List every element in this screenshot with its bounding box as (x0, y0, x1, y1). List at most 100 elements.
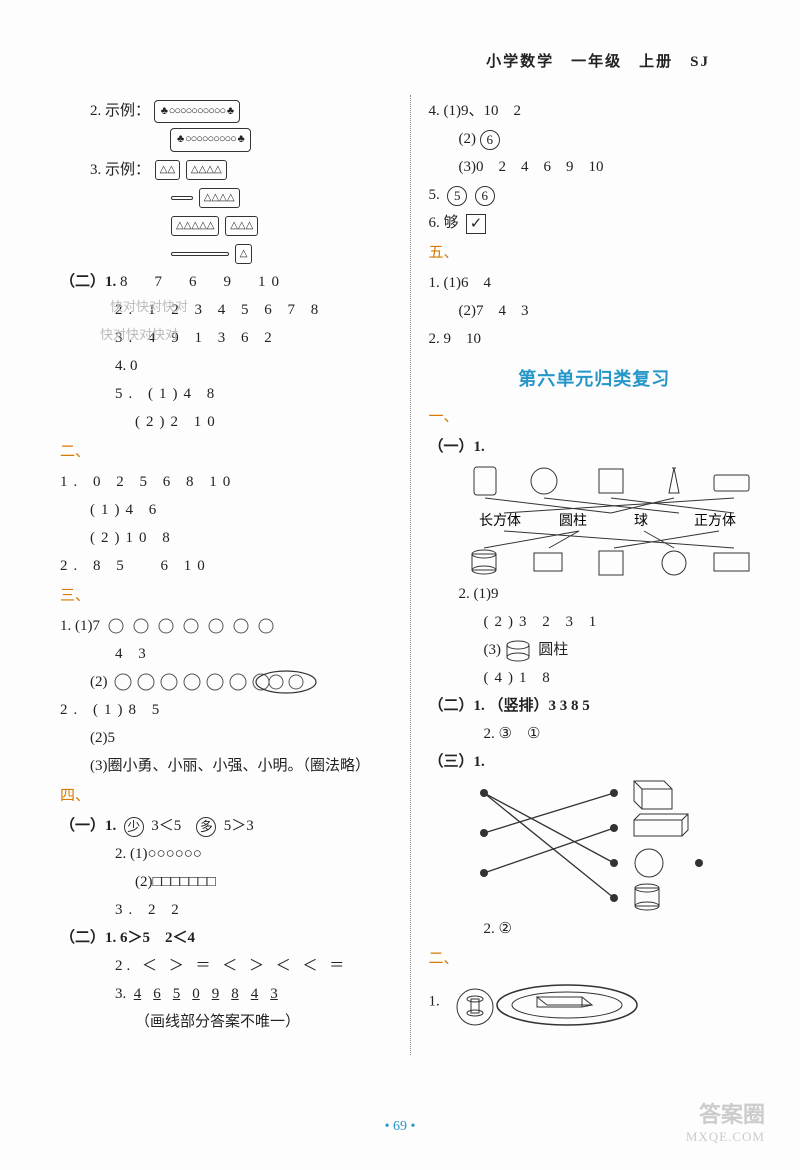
m2r-1: 1. (429, 977, 761, 1027)
q2-example: 2. 示例： ♣ ○○○○○○○○○○ ♣ (60, 99, 400, 123)
underlined-num: 4 (134, 986, 142, 1002)
underlined-num: 4 (251, 986, 259, 1002)
m4-s2-3-prefix: 3. (115, 986, 126, 1002)
underlined-num: 9 (212, 986, 220, 1002)
m2-2: 2. 8 5 6 10 (60, 554, 400, 578)
q3-row4: △ (60, 242, 400, 266)
q2-box1: ♣ ○○○○○○○○○○ ♣ (154, 100, 240, 124)
r5-b: 6 (475, 186, 495, 206)
underlined-num: 5 (173, 986, 181, 1002)
right-column: 4. (1)9、10 2 (2) 6 (3)0 2 4 6 9 10 5. 5 … (411, 95, 761, 1055)
marker-5: 五、 (429, 241, 761, 265)
sec2-2-wrap: 2. 1 2 3 4 5 6 7 8 快对快对快对 (60, 298, 400, 322)
m2-1a: (1)4 6 (60, 498, 400, 522)
tri-4b: △ (235, 244, 253, 264)
marker-r1: 一、 (429, 405, 761, 429)
label-cube: 正方体 (694, 513, 736, 529)
underlined-num: 6 (153, 986, 161, 1002)
duo-circle: 多 (196, 817, 216, 837)
page-header: 小学数学 一年级 上册 SJ (486, 50, 710, 71)
sec2-1-vals: 8 7 6 9 10 (120, 274, 285, 290)
underlined-num: 8 (231, 986, 239, 1002)
m3-2c: (3)圈小勇、小丽、小强、小明。（圈法略） (60, 754, 400, 778)
plate-diagram (447, 977, 647, 1027)
m5-1: 1. (1)6 4 (429, 271, 761, 295)
r4-3: (3)0 2 4 6 9 10 (429, 155, 761, 179)
q3-row3: △△△△△ △△△ (60, 214, 400, 238)
r6-text: 6. 够 (429, 215, 459, 231)
m2r-1-prefix: 1. (429, 993, 440, 1009)
left-column: 2. 示例： ♣ ○○○○○○○○○○ ♣ ♣ ○○○○○○○○○ ♣ 3. 示… (60, 95, 410, 1055)
r-s1-2c-label: 圆柱 (538, 642, 568, 658)
unit-6-title: 第六单元归类复习 (429, 365, 761, 391)
shapes-matching-diagram: 长方体 圆柱 球 正方体 (459, 463, 759, 578)
marker-4: 四、 (60, 784, 400, 808)
r6: 6. 够 ✓ (429, 211, 761, 235)
q3-row2: △△△△ (60, 186, 400, 210)
cylinder-icon (505, 640, 531, 662)
r-s2-label: （二）1. （竖排）3 3 8 5 (429, 698, 590, 714)
underlined-num: 0 (192, 986, 200, 1002)
m3-1: 1. (1)7 (60, 614, 400, 638)
m3-2: 2. (1)8 5 (60, 698, 400, 722)
r4: 4. (1)9、10 2 (429, 99, 761, 123)
r5: 5. 5 6 (429, 183, 761, 207)
tri-1: △△ (155, 160, 180, 180)
sec2-1: （二）1. 8 7 6 9 10 (60, 270, 400, 294)
tri-2: △△△△ (186, 160, 227, 180)
q3-example: 3. 示例： △△ △△△△ (60, 158, 400, 182)
m3-1c-text: (2) (90, 674, 108, 690)
m4-s1-label: （一）1. (60, 818, 116, 834)
m2-1: 1. 0 2 5 6 8 10 (60, 470, 400, 494)
underline-numbers: 46509843 (134, 986, 290, 1002)
m4-s2-3: 3. 46509843 (60, 982, 400, 1006)
m3-1b: 4 3 (60, 642, 400, 666)
m3-2b: (2)5 (60, 726, 400, 750)
m4-s2-3note: （画线部分答案不唯一） (60, 1010, 400, 1034)
tri-2b: △△△△ (199, 188, 240, 208)
m5-1b: (2)7 4 3 (429, 299, 761, 323)
sec2-4: 4. 0 (60, 354, 400, 378)
label-cuboid: 长方体 (479, 513, 521, 529)
r5-prefix: 5. (429, 187, 440, 203)
q2-prefix: 2. 示例： (90, 103, 150, 119)
r5-a: 5 (447, 186, 467, 206)
r4-2-circle: 6 (480, 130, 500, 150)
r-s1-2c-prefix: (3) (484, 642, 502, 658)
r-s1-2c: (3) 圆柱 (429, 638, 761, 662)
tri-3: △△△△△ (171, 216, 219, 236)
m5-2: 2. 9 10 (429, 327, 761, 351)
q3-prefix: 3. 示例： (90, 162, 150, 178)
r-s1-2d: (4)1 8 (429, 666, 761, 690)
r-s2-2: 2. ③ ① (429, 722, 761, 746)
r-s3-label: （三）1. (429, 754, 485, 770)
label-cylinder: 圆柱 (559, 513, 587, 529)
lt-expr: 3＜5 (151, 818, 181, 834)
r6-check: ✓ (466, 214, 486, 234)
page-number: • 69 • (385, 1119, 416, 1135)
watermark-logo: 答案圈 MXQE.COM (686, 1097, 765, 1145)
r-s2-1: （二）1. （竖排）3 3 8 5 (429, 694, 761, 718)
m4-2a: 2. (1)○○○○○○ (60, 842, 400, 866)
columns-container: 2. 示例： ♣ ○○○○○○○○○○ ♣ ♣ ○○○○○○○○○ ♣ 3. 示… (60, 95, 760, 1055)
wm-small: MXQE.COM (686, 1129, 765, 1145)
r-s1-2b: (2)3 2 3 1 (429, 610, 761, 634)
underlined-num: 3 (270, 986, 278, 1002)
gt-expr: 5＞3 (224, 818, 254, 834)
flower-icons-2 (111, 670, 321, 694)
r4-2-prefix: (2) (459, 131, 477, 147)
m4-s1-1: （一）1. 少 3＜5 多 5＞3 (60, 814, 400, 838)
marker-3: 三、 (60, 584, 400, 608)
r4-2: (2) 6 (429, 127, 761, 151)
r-s3-2: 2. ② (429, 917, 761, 941)
m4-s2-2: 2. ＜ ＞ ＝ ＜ ＞ ＜ ＜ ＝ (60, 954, 400, 978)
marker-2: 二、 (60, 440, 400, 464)
shape-match-diagram (469, 778, 729, 913)
r-s3-1: （三）1. (429, 750, 761, 774)
m4-s2-1: （二）1. 6＞5 2＜4 (60, 926, 400, 950)
sec2-5b: (2)2 10 (60, 410, 400, 434)
r-s1-1: （一）1. (429, 435, 761, 459)
m4-2b: (2)□□□□□□□ (60, 870, 400, 894)
wm-big: 答案圈 (686, 1097, 765, 1129)
flowers-row1 (104, 618, 284, 634)
